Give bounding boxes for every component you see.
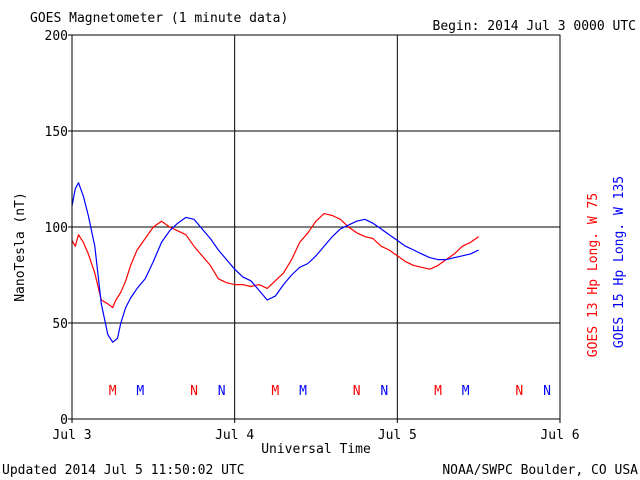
event-marker-M: M xyxy=(271,384,279,399)
series-lines xyxy=(71,182,480,343)
event-marker-N: N xyxy=(543,384,551,399)
y-axis-label: NanoTesla (nT) xyxy=(13,192,28,302)
y-tick-label: 100 xyxy=(45,221,68,236)
y-tick-label: 150 xyxy=(45,125,68,140)
x-tick-label: Jul 5 xyxy=(378,428,417,443)
y-tick-label: 0 xyxy=(60,413,68,428)
x-axis-label: Universal Time xyxy=(261,442,371,457)
series-line-goes15 xyxy=(71,182,479,343)
x-tick-label: Jul 6 xyxy=(540,428,579,443)
event-marker-N: N xyxy=(218,384,226,399)
x-tick-label: Jul 3 xyxy=(52,428,91,443)
event-marker-M: M xyxy=(434,384,442,399)
updated-timestamp: Updated 2014 Jul 5 11:50:02 UTC xyxy=(2,463,245,478)
legend-goes15: GOES 15 Hp Long. W 135 xyxy=(612,176,627,348)
event-marker-N: N xyxy=(190,384,198,399)
begin-time-label: Begin: 2014 Jul 3 0000 UTC xyxy=(433,19,637,34)
y-tick-label: 50 xyxy=(52,317,68,332)
event-marker-M: M xyxy=(299,384,307,399)
event-marker-N: N xyxy=(353,384,361,399)
event-marker-M: M xyxy=(462,384,470,399)
event-marker-N: N xyxy=(380,384,388,399)
chart-title: GOES Magnetometer (1 minute data) xyxy=(30,11,288,26)
y-tick-labels: 0 50 100 150 200 xyxy=(45,29,72,428)
y-tick-label: 200 xyxy=(45,29,68,44)
event-marker-N: N xyxy=(515,384,523,399)
event-marker-M: M xyxy=(109,384,117,399)
event-marker-M: M xyxy=(136,384,144,399)
x-tick-label: Jul 4 xyxy=(215,428,254,443)
credit-label: NOAA/SWPC Boulder, CO USA xyxy=(442,463,638,478)
x-tick-labels: Jul 3 Jul 4 Jul 5 Jul 6 xyxy=(52,419,580,443)
legend-goes13: GOES 13 Hp Long. W 75 xyxy=(586,193,601,357)
